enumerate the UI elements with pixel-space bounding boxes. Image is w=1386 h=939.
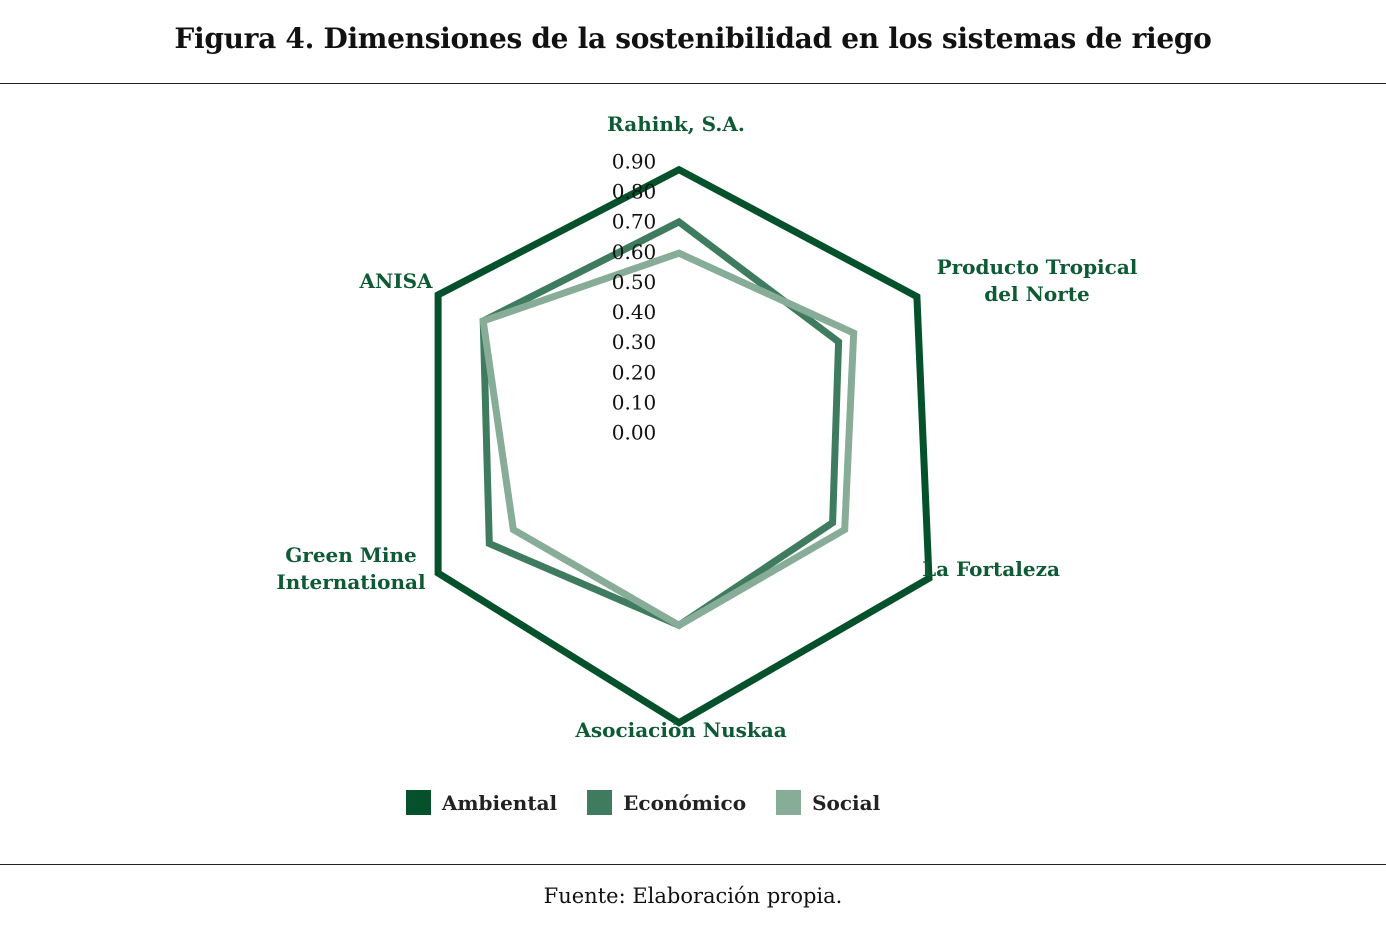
legend-label: Ambiental bbox=[441, 790, 558, 815]
r-tick-label: 0.50 bbox=[612, 270, 657, 294]
r-tick-label: 0.30 bbox=[612, 330, 657, 354]
category-label: Producto Tropical del Norte bbox=[937, 255, 1138, 306]
legend-swatch bbox=[405, 790, 431, 815]
r-tick-label: 0.40 bbox=[612, 300, 657, 324]
legend-label: Social bbox=[812, 790, 881, 815]
category-label-line: Asociación Nuskaa bbox=[574, 718, 786, 742]
series-social-polygon bbox=[479, 249, 858, 630]
chart-legend: Ambiental Económico Social bbox=[0, 790, 1386, 815]
top-rule bbox=[0, 83, 1386, 84]
category-label-line: ANISA bbox=[358, 269, 433, 293]
category-label: Rahink, S.A. bbox=[607, 112, 745, 136]
r-tick-label: 0.80 bbox=[612, 180, 657, 204]
series-ambiental-polygon bbox=[434, 165, 933, 727]
legend-label: Económico bbox=[623, 790, 747, 815]
legend-item: Social bbox=[776, 790, 880, 815]
r-tick-label: 0.10 bbox=[612, 390, 657, 414]
radar-chart: 0.00 0.10 0.20 0.30 0.40 0.50 0.60 0.70 0.80 0.90… bbox=[276, 112, 1138, 742]
r-tick-label: 0.90 bbox=[612, 149, 657, 173]
category-label-line: Green Mine bbox=[285, 543, 417, 567]
r-tick-label: 0.00 bbox=[612, 421, 657, 445]
r-tick-label: 0.60 bbox=[612, 240, 657, 264]
category-label: Asociación Nuskaa bbox=[574, 718, 786, 742]
category-label-line: Producto Tropical bbox=[937, 255, 1138, 279]
bottom-rule bbox=[0, 864, 1386, 865]
r-tick-label: 0.70 bbox=[612, 210, 657, 234]
category-label: La Fortaleza bbox=[922, 557, 1060, 581]
legend-item: Ambiental bbox=[405, 790, 558, 815]
figure-title: Figura 4. Dimensiones de la sostenibilid… bbox=[174, 22, 1212, 55]
category-label: ANISA bbox=[358, 269, 433, 293]
category-label-line: International bbox=[276, 570, 426, 594]
category-label-line: Rahink, S.A. bbox=[607, 112, 745, 136]
legend-swatch bbox=[587, 790, 613, 815]
r-tick-label: 0.20 bbox=[612, 360, 657, 384]
legend-swatch bbox=[776, 790, 802, 815]
category-label-line: La Fortaleza bbox=[922, 557, 1060, 581]
category-label-line: del Norte bbox=[984, 282, 1089, 306]
category-label: Green Mine International bbox=[276, 543, 426, 594]
figure-source: Fuente: Elaboración propia. bbox=[543, 884, 843, 908]
legend-item: Económico bbox=[587, 790, 746, 815]
